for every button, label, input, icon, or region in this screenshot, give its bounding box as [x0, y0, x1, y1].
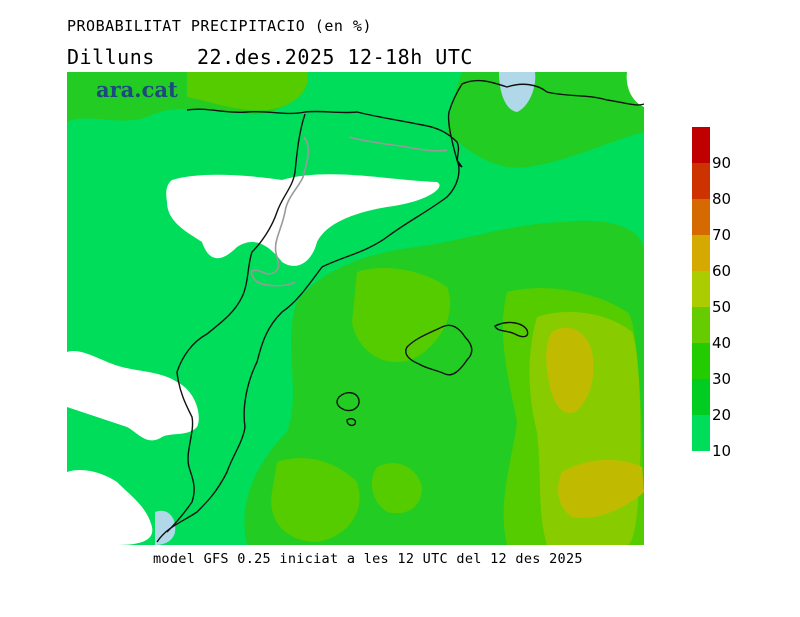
legend-label-50: 50: [712, 298, 732, 316]
model-footer: model GFS 0.25 iniciat a les 12 UTC del …: [153, 551, 583, 567]
island-formentera: [346, 418, 357, 427]
legend-swatch-10-20: [692, 415, 710, 451]
legend-swatch-60-70: [692, 235, 710, 271]
island-ibiza: [336, 392, 360, 412]
legend-labels: 90 80 70 60 50 40 30 20 10: [712, 127, 762, 460]
zone-40-south2: [371, 463, 422, 514]
legend-label-10: 10: [712, 442, 732, 460]
legend-swatch-70-80: [692, 199, 710, 235]
zone-40-south: [271, 458, 360, 542]
color-legend: [692, 127, 710, 451]
legend-label-80: 80: [712, 190, 732, 208]
zone-40-northwest: [187, 72, 308, 111]
map-canvas: [67, 72, 644, 545]
dry-zone-ne: [626, 72, 644, 107]
province-border: [250, 136, 448, 287]
lake-northeast: [499, 72, 536, 112]
island-menorca: [494, 321, 529, 338]
island-mallorca: [405, 324, 473, 376]
precipitation-map: [67, 72, 644, 545]
map-title: PROBABILITAT PRECIPITACIO (en %): [67, 17, 372, 35]
legend-label-60: 60: [712, 262, 732, 280]
country-border: [186, 79, 644, 168]
ara-cat-logo: ara.cat: [96, 77, 178, 102]
dry-zone-west: [67, 350, 199, 441]
dry-zone-pyrenees: [166, 174, 440, 266]
zone-40-center: [352, 267, 451, 363]
legend-swatch-80-90: [692, 163, 710, 199]
legend-label-30: 30: [712, 370, 732, 388]
legend-swatch-30-40: [692, 343, 710, 379]
zone-30-northeast: [447, 72, 644, 168]
forecast-day: Dilluns: [67, 45, 155, 69]
zone-60-east: [546, 327, 594, 413]
legend-swatch-20-30: [692, 379, 710, 415]
map-subtitle: Dilluns 22.des.2025 12-18h UTC: [67, 45, 473, 69]
legend-label-90: 90: [712, 154, 732, 172]
lake-southwest: [155, 510, 176, 545]
legend-swatch-50-60: [692, 271, 710, 307]
coastline: [156, 159, 460, 543]
legend-label-40: 40: [712, 334, 732, 352]
legend-label-70: 70: [712, 226, 732, 244]
legend-swatch-40-50: [692, 307, 710, 343]
forecast-datetime: 22.des.2025 12-18h UTC: [197, 45, 473, 69]
legend-label-20: 20: [712, 406, 732, 424]
dry-zone-southwest: [67, 470, 153, 545]
legend-swatch-90-100: [692, 127, 710, 163]
inland-border: [166, 113, 306, 533]
zone-60-southeast: [558, 460, 644, 518]
